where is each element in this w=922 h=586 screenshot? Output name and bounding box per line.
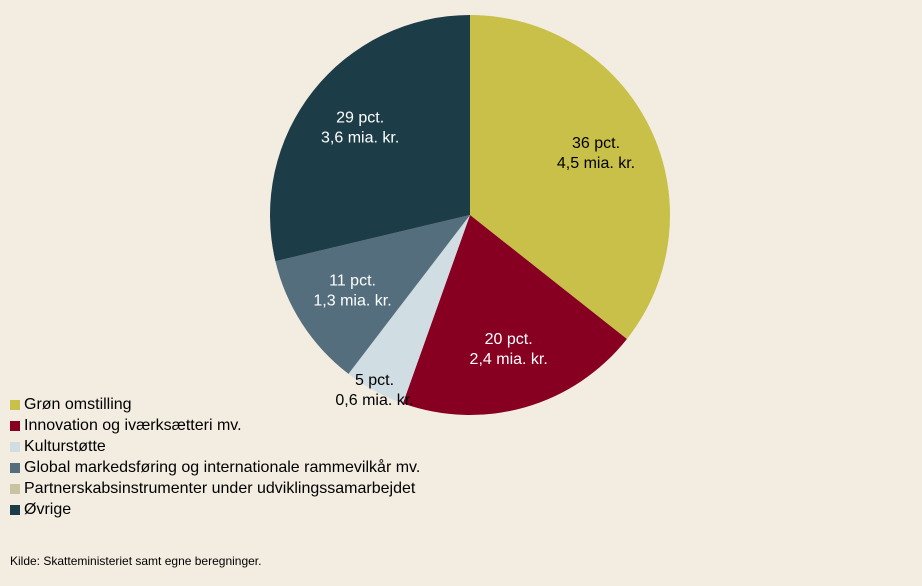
- legend-swatch: [10, 463, 20, 473]
- pie-slice: [402, 215, 627, 415]
- slice-amount: 1,3 mia. kr.: [313, 292, 391, 309]
- pie-slice: [348, 215, 470, 404]
- slice-label: 29 pct.: [336, 109, 384, 126]
- pie-slice: [275, 215, 470, 374]
- slice-label: 11 pct.: [329, 272, 376, 289]
- legend-swatch: [10, 484, 20, 494]
- slice-amount: 2,4 mia. kr.: [470, 351, 548, 368]
- slice-label: 36 pct.: [572, 135, 620, 152]
- pie-slice: [470, 15, 670, 340]
- legend-label: Partnerskabsinstrumenter under udvikling…: [24, 480, 416, 497]
- legend-label: Global markedsføring og internationale r…: [24, 458, 420, 476]
- legend-label: Innovation og iværksætteri mv.: [24, 417, 242, 434]
- slice-label: 5 pct.: [355, 372, 394, 389]
- slice-amount: 0,6 mia. kr.: [335, 392, 413, 409]
- legend-swatch: [10, 442, 20, 452]
- legend-swatch: [10, 505, 20, 515]
- pie-slice: [270, 15, 470, 262]
- legend-swatch: [10, 421, 20, 431]
- legend-label: Øvrige: [24, 501, 71, 518]
- legend-label: Grøn omstilling: [24, 396, 132, 413]
- slice-amount: 3,6 mia. kr.: [321, 129, 399, 146]
- slice-amount: 4,5 mia. kr.: [557, 155, 635, 172]
- legend-swatch: [10, 400, 20, 410]
- slice-label: 20 pct.: [485, 331, 533, 348]
- legend-label: Kulturstøtte: [24, 438, 106, 455]
- source: Kilde: Skatteministeriet samt egne bereg…: [10, 554, 261, 568]
